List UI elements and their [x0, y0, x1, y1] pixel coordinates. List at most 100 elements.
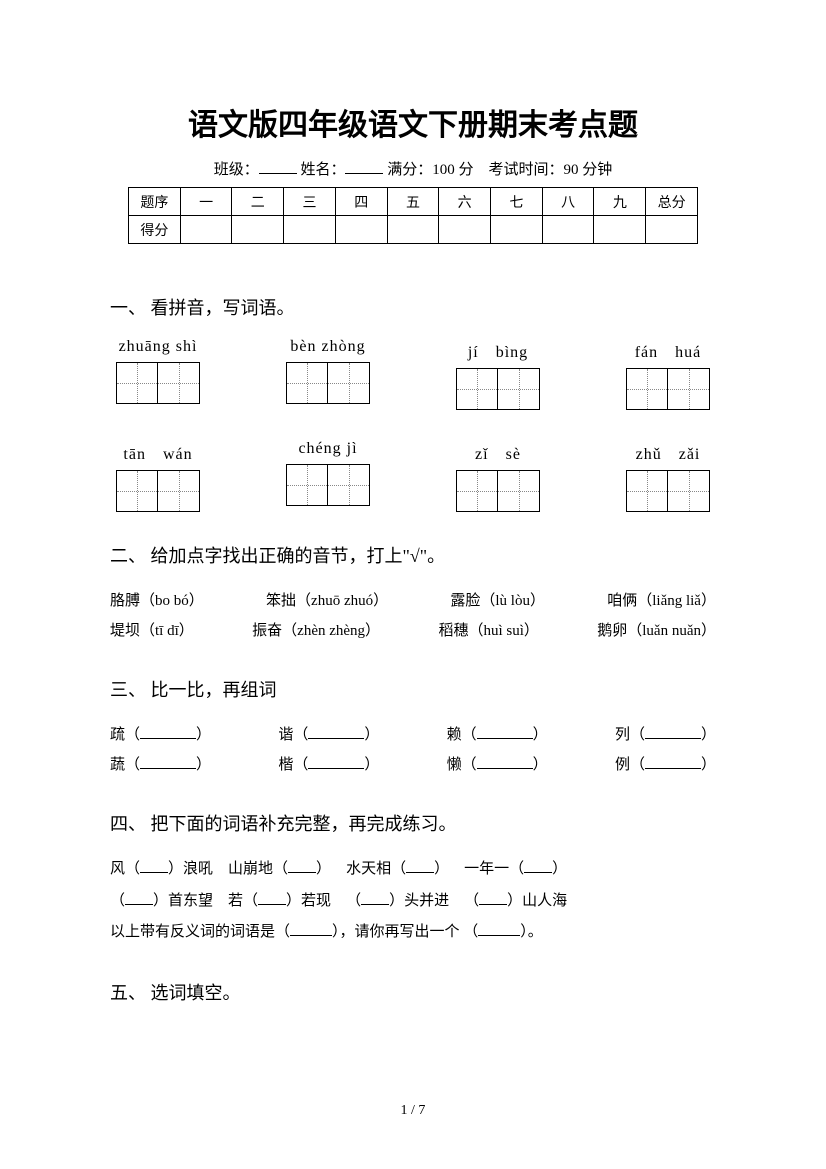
th-3: 三: [284, 188, 336, 216]
q4-text: （: [464, 893, 479, 909]
q3-char: 赖: [447, 727, 462, 743]
q3-char: 懒: [447, 757, 462, 773]
char-box[interactable]: [668, 368, 710, 410]
blank[interactable]: [258, 893, 286, 905]
blank[interactable]: [645, 727, 701, 739]
blank[interactable]: [288, 861, 316, 873]
blank[interactable]: [140, 861, 168, 873]
char-box[interactable]: [158, 362, 200, 404]
q3-char: 谐: [278, 727, 293, 743]
td-blank[interactable]: [180, 216, 232, 244]
char-box[interactable]: [626, 470, 668, 512]
char-box[interactable]: [116, 470, 158, 512]
full-score-value: 100 分: [432, 162, 473, 178]
char-box[interactable]: [626, 368, 668, 410]
q3-char: 蔬: [110, 757, 125, 773]
char-box[interactable]: [286, 362, 328, 404]
blank[interactable]: [479, 893, 507, 905]
blank[interactable]: [524, 861, 552, 873]
q4-text: 以上带有反义词的词语是（: [110, 924, 290, 940]
blank[interactable]: [125, 893, 153, 905]
char-box[interactable]: [116, 362, 158, 404]
q4-text: 一年一（: [464, 861, 524, 877]
name-blank[interactable]: [345, 160, 383, 174]
q4-text: 山崩地（: [228, 861, 288, 877]
q4-text: （: [346, 893, 361, 909]
blank[interactable]: [308, 727, 364, 739]
char-box[interactable]: [456, 470, 498, 512]
q4-text: ）: [434, 861, 449, 877]
blank[interactable]: [361, 893, 389, 905]
blank[interactable]: [290, 924, 332, 936]
q3-char: 列: [615, 727, 630, 743]
q4-content: 风（）浪吼 山崩地（） 水天相（） 一年一（） （）首东望 若（）若现 （）头并…: [110, 854, 716, 949]
q2-item: 堤坝（tī dī）: [110, 616, 194, 646]
q4-text: ）浪吼: [168, 861, 213, 877]
char-box[interactable]: [328, 464, 370, 506]
blank[interactable]: [478, 924, 520, 936]
pinyin-label: zǐ sè: [475, 440, 521, 464]
td-blank[interactable]: [646, 216, 698, 244]
q2-content: 胳膊（bo bó） 笨拙（zhuō zhuó） 露脸（lù lòu） 咱俩（li…: [110, 586, 716, 646]
td-blank[interactable]: [335, 216, 387, 244]
th-4: 四: [335, 188, 387, 216]
th-1: 一: [180, 188, 232, 216]
page-title: 语文版四年级语文下册期末考点题: [110, 100, 716, 144]
q2-item: 稻穗（huì suì）: [438, 616, 538, 646]
q4-text: ）山人海: [507, 893, 567, 909]
td-blank[interactable]: [232, 216, 284, 244]
pinyin-item: zhǔ zǎi: [626, 440, 710, 512]
q4-text: ）。: [520, 924, 543, 940]
pinyin-label: zhuāng shì: [119, 338, 198, 356]
td-blank[interactable]: [594, 216, 646, 244]
class-blank[interactable]: [259, 160, 297, 174]
pinyin-label: jí bìng: [468, 338, 528, 362]
th-total: 总分: [646, 188, 698, 216]
pinyin-item: tān wán: [116, 440, 200, 512]
q4-text: 风（: [110, 861, 140, 877]
q2-item: 笨拙（zhuō zhuó）: [266, 586, 388, 616]
char-box[interactable]: [498, 368, 540, 410]
td-blank[interactable]: [387, 216, 439, 244]
th-2: 二: [232, 188, 284, 216]
score-table: 题序 一 二 三 四 五 六 七 八 九 总分 得分: [128, 187, 698, 244]
q4-text: （: [110, 893, 125, 909]
q2-item: 咱俩（liǎng liǎ）: [607, 586, 716, 616]
th-seq: 题序: [129, 188, 181, 216]
blank[interactable]: [477, 727, 533, 739]
pinyin-label: zhǔ zǎi: [636, 440, 701, 464]
q2-item: 鹅卵（luǎn nuǎn）: [597, 616, 716, 646]
blank[interactable]: [308, 757, 364, 769]
q2-heading: 二、 给加点字找出正确的音节，打上"√"。: [110, 542, 716, 568]
pinyin-item: zǐ sè: [456, 440, 540, 512]
char-box[interactable]: [456, 368, 498, 410]
q4-text: ）首东望: [153, 893, 213, 909]
td-blank[interactable]: [439, 216, 491, 244]
blank[interactable]: [140, 757, 196, 769]
q3-char: 楷: [278, 757, 293, 773]
td-score-label: 得分: [129, 216, 181, 244]
pinyin-label: fán huá: [635, 338, 702, 362]
char-box[interactable]: [328, 362, 370, 404]
class-label: 班级：: [214, 162, 259, 178]
pinyin-item: fán huá: [626, 338, 710, 410]
blank[interactable]: [406, 861, 434, 873]
td-blank[interactable]: [491, 216, 543, 244]
q4-text: ）头并进: [389, 893, 449, 909]
q2-item: 露脸（lù lòu）: [450, 586, 545, 616]
table-row: 题序 一 二 三 四 五 六 七 八 九 总分: [129, 188, 698, 216]
blank[interactable]: [645, 757, 701, 769]
char-box[interactable]: [286, 464, 328, 506]
q5-heading: 五、 选词填空。: [110, 979, 716, 1005]
pinyin-item: zhuāng shì: [116, 338, 200, 410]
td-blank[interactable]: [542, 216, 594, 244]
td-blank[interactable]: [284, 216, 336, 244]
time-label: 考试时间：: [489, 162, 564, 178]
name-label: 姓名：: [300, 162, 345, 178]
q3-char: 疏: [110, 727, 125, 743]
char-box[interactable]: [498, 470, 540, 512]
char-box[interactable]: [158, 470, 200, 512]
char-box[interactable]: [668, 470, 710, 512]
blank[interactable]: [140, 727, 196, 739]
blank[interactable]: [477, 757, 533, 769]
